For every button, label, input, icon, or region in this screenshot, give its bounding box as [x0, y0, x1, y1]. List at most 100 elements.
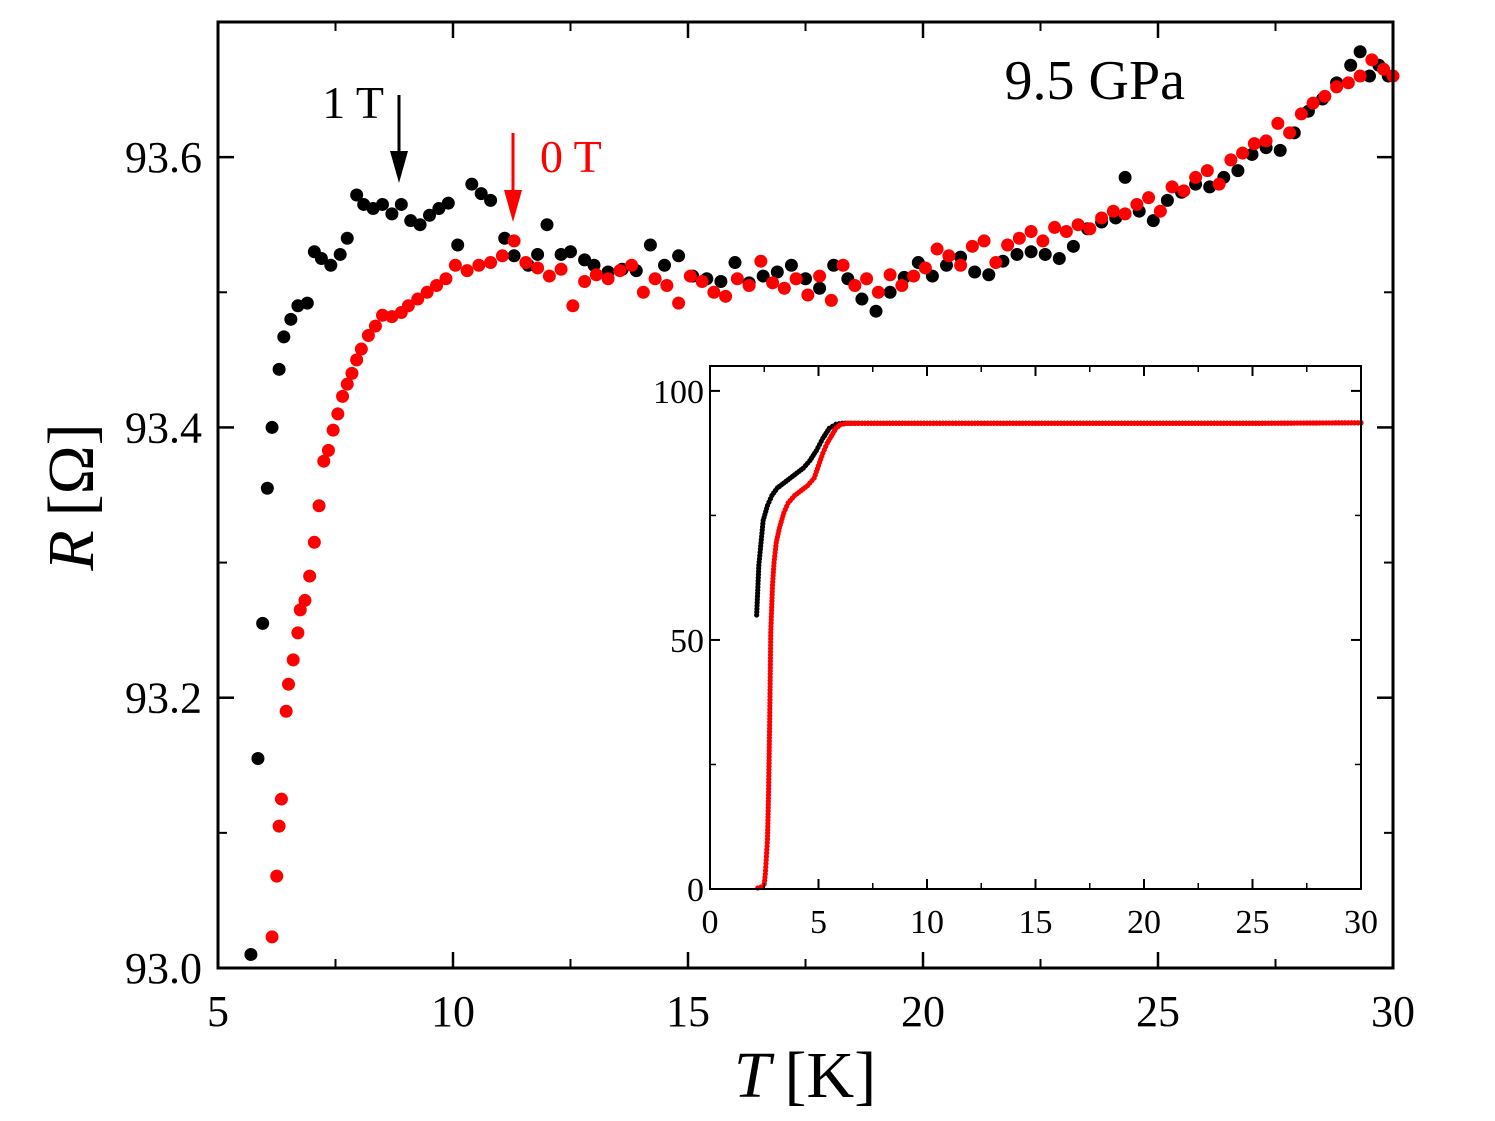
inset-x-tick-label: 0	[702, 904, 719, 941]
data-point-1T	[251, 752, 265, 766]
data-point-1T	[1146, 214, 1160, 228]
data-point-0T	[350, 353, 364, 367]
data-point-0T	[648, 272, 662, 286]
data-point-1T	[1052, 252, 1066, 265]
pressure-annotation: 9.5 GPa	[1005, 50, 1186, 112]
data-point-0T	[848, 279, 862, 293]
data-point-0T	[1283, 126, 1297, 140]
data-point-0T	[272, 819, 286, 833]
main-y-tick-label: 93.6	[125, 133, 202, 182]
data-point-0T	[930, 242, 944, 256]
data-point-0T	[954, 258, 968, 272]
inset-x-tick-label: 30	[1344, 904, 1378, 941]
data-point-0T	[1142, 191, 1156, 205]
data-point-1T	[855, 292, 869, 306]
inset-y-tick-label: 100	[653, 374, 704, 411]
data-point-0T	[918, 261, 932, 275]
data-point-0T	[1189, 170, 1203, 184]
data-point-0T	[883, 268, 897, 282]
inset-x-tick-label: 20	[1127, 904, 1161, 941]
data-point-1T	[432, 201, 446, 215]
data-point-0T	[448, 258, 462, 272]
data-point-1T	[1363, 69, 1376, 83]
main-x-tick-label: 20	[901, 987, 945, 1036]
data-point-0T	[1177, 184, 1191, 198]
data-point-0T	[307, 535, 321, 549]
data-point-1T	[728, 256, 742, 270]
data-point-1T	[643, 238, 657, 252]
data-point-0T	[326, 423, 340, 437]
main-x-tick-label: 30	[1371, 987, 1415, 1036]
data-point-1T	[1024, 245, 1038, 259]
data-point-1T	[883, 285, 897, 299]
inset-x-tick-label: 10	[910, 904, 944, 941]
data-point-0T	[1118, 207, 1132, 221]
data-point-0T	[336, 389, 350, 403]
data-point-0T	[321, 443, 335, 457]
data-point-1T	[256, 616, 270, 630]
data-point-1T	[578, 253, 592, 267]
x-axis-variable: T	[734, 1039, 775, 1112]
main-axis-ticks	[216, 22, 1395, 970]
main-y-tick-labels: 93.0 93.2 93.4 93.6	[125, 133, 202, 993]
data-point-1T	[260, 481, 274, 495]
data-point-1T	[770, 265, 784, 279]
data-point-0T	[1306, 96, 1320, 110]
data-point-0T	[1330, 80, 1344, 94]
data-point-1T	[340, 231, 354, 245]
data-point-0T	[1377, 62, 1391, 76]
data-point-0T	[1095, 211, 1109, 225]
data-point-1T	[451, 238, 465, 252]
main-x-tick-label: 10	[431, 987, 475, 1036]
data-point-0T	[345, 366, 359, 380]
data-point-1T	[385, 207, 399, 221]
data-point-0T	[1059, 224, 1073, 238]
data-point-0T	[279, 704, 293, 718]
data-point-1T	[1344, 58, 1358, 72]
data-point-0T	[282, 677, 295, 691]
data-point-0T	[613, 264, 627, 278]
data-point-0T	[601, 272, 615, 286]
inset-background	[710, 366, 1361, 889]
data-point-0T	[340, 377, 354, 391]
data-point-1T	[465, 177, 479, 191]
data-point-0T	[1318, 89, 1332, 103]
data-point-1T	[756, 269, 770, 283]
main-x-tick-label: 5	[207, 987, 229, 1036]
data-point-1T	[1038, 247, 1052, 261]
data-point-0T	[1212, 177, 1226, 191]
main-x-tick-label: 15	[666, 987, 710, 1036]
data-point-0T	[484, 256, 498, 270]
inset-series-0T-points	[755, 420, 1364, 891]
data-point-1T	[540, 218, 554, 232]
data-point-0T	[625, 258, 639, 272]
data-point-0T	[1294, 107, 1308, 121]
data-point-1T	[441, 196, 455, 210]
data-point-0T	[1048, 220, 1062, 234]
data-point-1T	[1231, 164, 1245, 178]
main-y-tick-label: 93.2	[125, 674, 202, 723]
data-point-1T	[324, 258, 338, 272]
data-point-0T	[1224, 153, 1238, 167]
data-point-0T	[286, 653, 300, 667]
data-point-0T	[1153, 204, 1167, 218]
data-point-0T	[274, 792, 288, 806]
data-point-0T	[1024, 224, 1038, 238]
data-point-0T	[789, 272, 803, 286]
data-point-0T	[777, 281, 791, 295]
data-point-1T	[869, 304, 883, 318]
data-point-0T	[989, 256, 1003, 270]
data-point-1T	[265, 420, 279, 434]
data-point-0T	[303, 569, 317, 583]
data-point-0T	[298, 593, 312, 607]
data-point-1T	[272, 362, 286, 376]
data-point-0T	[672, 296, 686, 310]
data-point-0T	[942, 249, 956, 263]
arrow-0T: 0 T	[504, 131, 602, 222]
data-point-0T	[554, 262, 568, 276]
data-point-0T	[636, 285, 650, 299]
data-point-1T	[813, 281, 827, 295]
data-point-0T	[1071, 218, 1085, 232]
data-point-0T	[430, 279, 444, 293]
